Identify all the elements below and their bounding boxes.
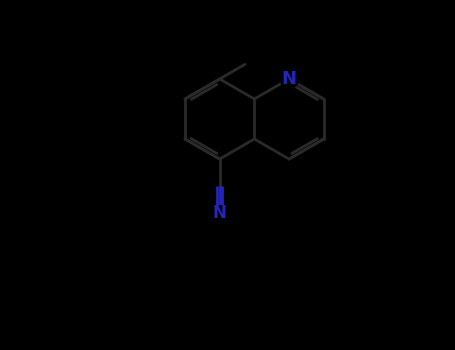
- Text: N: N: [213, 204, 227, 222]
- Text: N: N: [282, 70, 297, 88]
